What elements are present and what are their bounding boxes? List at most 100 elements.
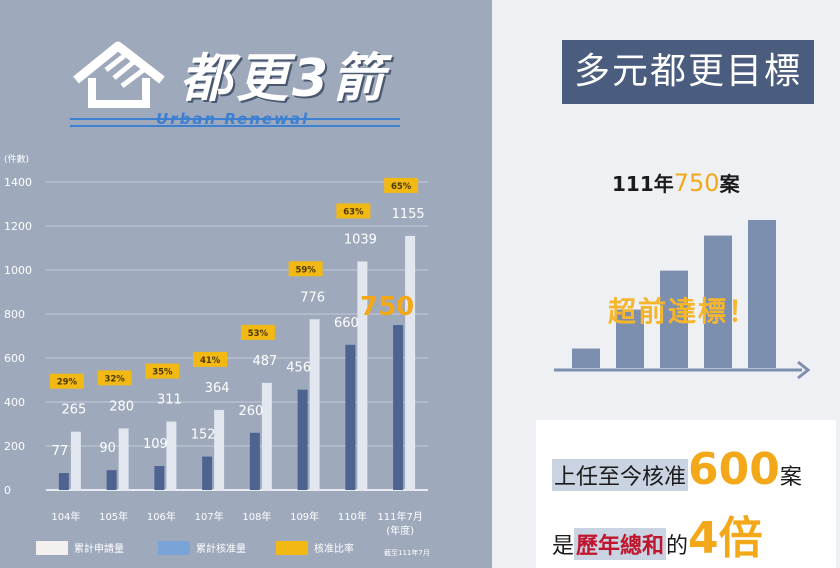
ratio-label: 29% xyxy=(57,378,78,388)
legend-swatch xyxy=(158,540,190,555)
legend-item-approved: 累計核准量 xyxy=(158,540,246,555)
ratio-badge xyxy=(49,373,84,389)
x-tick-label: 110年 xyxy=(338,510,367,523)
arrow-right-icon xyxy=(797,360,811,380)
legend-item-ratio: 核准比率 xyxy=(276,540,354,555)
y-tick-label: 600 xyxy=(4,352,25,365)
y-tick-label: 200 xyxy=(4,440,25,453)
bar-applied xyxy=(214,409,225,490)
logo-subtitle: Urban Renewal xyxy=(156,110,310,128)
bar-approved xyxy=(58,473,69,490)
data-label-approved: 456 xyxy=(286,361,311,376)
data-label-applied: 364 xyxy=(205,381,230,396)
logo-divider xyxy=(70,125,400,127)
house-icon xyxy=(73,41,165,108)
x-tick-label: 104年 xyxy=(51,510,80,523)
bar-chart: (件數) 0 200 400 600 800 1000 1200 1400 77 265 29% 104… xyxy=(4,153,428,537)
y-tick-label: 800 xyxy=(4,308,25,321)
logo-divider xyxy=(70,118,400,120)
bar-approved xyxy=(154,466,165,490)
data-label-approved: 109 xyxy=(143,437,168,452)
mini-bar xyxy=(660,270,688,368)
mini-bar xyxy=(572,348,600,368)
goal-unit: 案 xyxy=(719,172,740,196)
bar-approved xyxy=(202,456,213,490)
data-label-applied: 280 xyxy=(109,399,134,414)
data-label-applied: 1039 xyxy=(344,232,377,247)
data-label-applied: 311 xyxy=(157,393,182,408)
x-tick-label: 106年 xyxy=(147,510,176,523)
goal-year: 111年 xyxy=(612,172,674,196)
data-label-applied: 1155 xyxy=(392,207,425,222)
mini-bar xyxy=(704,235,732,368)
bar-applied xyxy=(118,428,129,490)
bar-applied xyxy=(405,235,416,490)
goal-title: 多元都更目標 xyxy=(562,40,814,104)
goal-summary: 111年750案 xyxy=(612,168,740,197)
stats-prefix: 上任至今核准 xyxy=(552,459,689,491)
mini-bar xyxy=(748,220,776,368)
ratio-label: 35% xyxy=(152,368,173,378)
x-tick-label: 111年7月 xyxy=(377,510,422,523)
bar-approved xyxy=(345,344,356,490)
goal-count: 750 xyxy=(673,169,720,197)
ratio-badge xyxy=(288,261,323,277)
stats-total-label: 歷年總和 xyxy=(574,528,667,560)
ratio-label: 63% xyxy=(343,207,364,217)
stats-line-ratio: 是歷年總和的 4倍 xyxy=(552,502,763,566)
mini-bar xyxy=(616,309,644,368)
ratio-label: 59% xyxy=(295,265,316,275)
data-label-approved: 260 xyxy=(238,404,263,419)
stats-line-approved: 上任至今核准 600 案 xyxy=(552,444,802,495)
ratio-label: 41% xyxy=(200,356,221,366)
ratio-badge xyxy=(336,203,371,219)
stats-text-a: 是 xyxy=(552,534,575,559)
bar-applied xyxy=(70,431,81,490)
x-tick-label: 108年 xyxy=(242,510,271,523)
y-tick-label: 1200 xyxy=(4,220,32,233)
ahead-of-target-text: 超前達標！ xyxy=(608,295,759,328)
legend-note: 截至111年7月 xyxy=(384,549,430,557)
ratio-badge xyxy=(145,363,180,379)
data-label-approved: 90 xyxy=(99,441,116,456)
ratio-label: 53% xyxy=(248,329,269,339)
data-label-approved: 152 xyxy=(191,428,216,443)
x-tick-label: 105年 xyxy=(99,510,128,523)
chart-legend: 累計申請量 累計核准量 核准比率 截至111年7月 xyxy=(36,540,486,562)
ratio-label: 65% xyxy=(391,182,412,192)
bar-approved xyxy=(297,389,308,490)
data-label-approved: 660 xyxy=(334,316,359,331)
ratio-label: 32% xyxy=(104,374,125,384)
legend-label: 累計申請量 xyxy=(74,544,124,555)
bar-applied xyxy=(309,319,320,490)
logo-title: 都更3箭 xyxy=(180,49,389,109)
bar-applied xyxy=(166,421,177,490)
y-tick-label: 1000 xyxy=(4,264,32,277)
stats-count: 600 xyxy=(688,444,780,495)
data-label-approved: 77 xyxy=(52,444,69,459)
data-label-applied: 265 xyxy=(61,403,86,418)
x-tick-label: 107年 xyxy=(195,510,224,523)
y-tick-label: 0 xyxy=(4,484,11,497)
growth-mini-chart xyxy=(554,220,811,380)
y-axis-unit: (件數) xyxy=(4,153,29,165)
stats-times: 4倍 xyxy=(688,513,763,564)
ratio-badge xyxy=(384,177,419,193)
data-label-applied: 487 xyxy=(252,354,277,369)
ratio-badge xyxy=(193,351,228,367)
legend-item-applied: 累計申請量 xyxy=(36,540,124,555)
data-label-applied: 776 xyxy=(300,290,325,305)
x-tick-label: 109年 xyxy=(290,510,319,523)
x-axis-note: (年度) xyxy=(386,524,414,537)
ratio-badge xyxy=(97,370,132,386)
y-tick-label: 1400 xyxy=(4,176,32,189)
legend-label: 核准比率 xyxy=(314,544,354,555)
y-tick-label: 400 xyxy=(4,396,25,409)
data-label-approved: 750 xyxy=(360,292,414,322)
stats-text-c: 的 xyxy=(666,534,689,559)
bar-applied xyxy=(261,382,272,490)
bar-approved xyxy=(106,470,117,490)
logo: 都更3箭 Urban Renewal xyxy=(70,36,410,136)
legend-swatch xyxy=(36,540,68,555)
